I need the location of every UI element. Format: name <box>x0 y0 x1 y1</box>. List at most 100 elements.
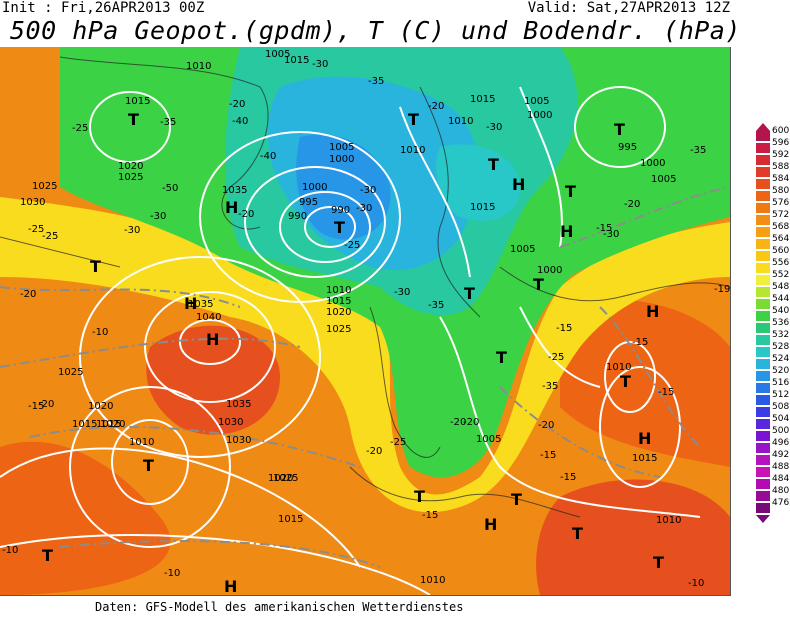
colorbar-label: 536 <box>772 318 790 328</box>
colorbar-label: 584 <box>772 174 790 184</box>
isotherms <box>0 186 730 568</box>
low-center: T <box>565 182 576 201</box>
colorbar-label: 484 <box>772 474 790 484</box>
isobar-label: 1020 <box>100 419 125 430</box>
low-center: T <box>620 372 631 391</box>
colorbar-label: 540 <box>772 306 790 316</box>
isotherm-label: -20 <box>238 209 254 220</box>
isotherm-label: -25 <box>42 231 58 242</box>
colorbar-label: 504 <box>772 414 790 424</box>
isobar-label: 1015 <box>72 419 97 430</box>
colorbar-cell <box>756 179 770 190</box>
colorbar-label: 488 <box>772 462 790 472</box>
colorbar-cell <box>756 503 770 514</box>
isotherm-label: -25 <box>28 224 44 235</box>
isobar-label: 1025 <box>273 473 298 484</box>
pressure-centers: H H H H H H H H H T T T T T T T T T T T … <box>42 110 664 595</box>
colorbar-cell <box>756 227 770 238</box>
header: Init : Fri,26APR2013 00Z Valid: Sat,27AP… <box>0 0 790 18</box>
colorbar-cell <box>756 407 770 418</box>
isobar-label: 1015 <box>96 419 121 430</box>
isobar-label: 1015 <box>470 202 495 213</box>
isotherm-label: -10 <box>688 578 704 589</box>
high-center: H <box>184 294 197 313</box>
colorbar-cell <box>756 335 770 346</box>
low-center: T <box>408 110 419 129</box>
weather-map[interactable]: H H H H H H H H H T T T T T T T T T T T … <box>0 47 731 596</box>
colorbar-label: 592 <box>772 150 790 160</box>
isobar-label: 1020 <box>88 401 113 412</box>
isobar-label: 1015 <box>284 55 309 66</box>
isobar-label: 990 <box>331 205 350 216</box>
isotherm-label: -15 <box>556 323 572 334</box>
data-source-footer: Daten: GFS-Modell des amerikanischen Wet… <box>95 600 464 614</box>
isotherm-label: -35 <box>368 76 384 87</box>
isobar-label: 1000 <box>527 110 552 121</box>
isobar-label: 1025 <box>118 172 143 183</box>
colorbar-cell <box>756 371 770 382</box>
isobar-label: 1020 <box>326 307 351 318</box>
isobar-label: 1005 <box>476 434 501 445</box>
colorbar-label: 476 <box>772 498 790 508</box>
isotherm-label: -20 <box>229 99 245 110</box>
low-center: T <box>334 218 345 237</box>
colorbar-label: 512 <box>772 390 790 400</box>
map-title: 500 hPa Geopot.(gpdm), T (C) und Bodendr… <box>10 16 741 45</box>
low-center: T <box>42 546 53 565</box>
coastlines <box>0 56 730 518</box>
colorbar-cell <box>756 131 770 142</box>
colorbar-label: 496 <box>772 438 790 448</box>
colorbar-label: 560 <box>772 246 790 256</box>
isotherm-label: -15 <box>560 472 576 483</box>
high-center: H <box>224 577 237 595</box>
colorbar-label: 532 <box>772 330 790 340</box>
isotherm-label: -20 <box>538 420 554 431</box>
isotherm-label: -15 <box>540 450 556 461</box>
cold-region-east <box>436 144 520 221</box>
low-center: T <box>496 348 507 367</box>
high-center: H <box>225 198 238 217</box>
isotherm-label: -20 <box>624 199 640 210</box>
isotherm-label: -15 <box>658 387 674 398</box>
colorbar-cell <box>756 491 770 502</box>
colorbar-label: 568 <box>772 222 790 232</box>
isotherm-label: -20 <box>366 446 382 457</box>
isobar-label: 1005 <box>329 142 354 153</box>
isobar-label: 1010 <box>326 285 351 296</box>
colorbar-cell <box>756 467 770 478</box>
high-center: H <box>484 515 497 534</box>
isobar-label: 1025 <box>326 324 351 335</box>
isobar-label: 1000 <box>302 182 327 193</box>
isotherm-label: -15 <box>632 337 648 348</box>
colorbar-cell <box>756 395 770 406</box>
colorbar-cell <box>756 251 770 262</box>
colorbar-cell <box>756 311 770 322</box>
isotherm-label: -30 <box>394 287 410 298</box>
isotherm-label: -20 <box>428 101 444 112</box>
colorbar-label: 492 <box>772 450 790 460</box>
colorbar-label: 480 <box>772 486 790 496</box>
isobar-label: 1005 <box>510 244 535 255</box>
isobar-label: 990 <box>288 211 307 222</box>
isobar-label: 1015 <box>632 453 657 464</box>
isotherm-label: -15 <box>28 401 44 412</box>
isobar-label: 1030 <box>20 197 45 208</box>
colorbar-label: 576 <box>772 198 790 208</box>
isotherm-label: -25 <box>548 352 564 363</box>
low-center: T <box>653 553 664 572</box>
low-center: T <box>414 487 425 506</box>
colorbar-cell <box>756 275 770 286</box>
high-center: H <box>512 175 525 194</box>
isobar-label: 1025 <box>32 181 57 192</box>
colorbar-cell <box>756 167 770 178</box>
high-center: H <box>560 222 573 241</box>
colorbar-label: 544 <box>772 294 790 304</box>
isobar-label: 1030 <box>226 435 251 446</box>
isotherm-label: -10 <box>92 327 108 338</box>
colorbar-cell <box>756 215 770 226</box>
colorbar-label: 520 <box>772 366 790 376</box>
colorbar-cell <box>756 191 770 202</box>
colorbar-cell <box>756 287 770 298</box>
isobar-label: 1015 <box>326 296 351 307</box>
isobar-label: 1025 <box>58 367 83 378</box>
